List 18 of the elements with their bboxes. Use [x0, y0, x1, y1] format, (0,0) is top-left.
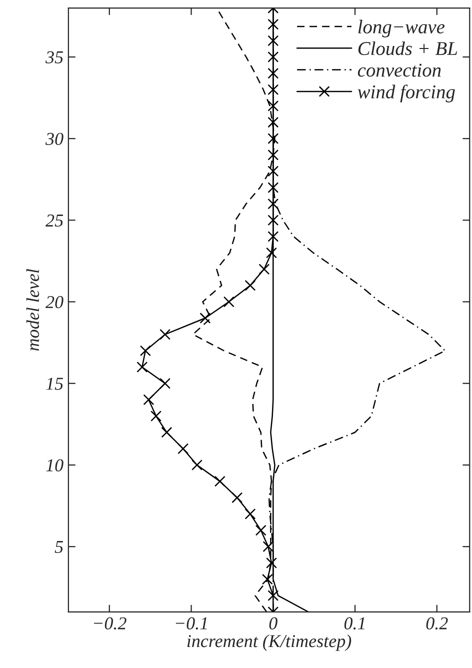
y-tick-label: 25 [46, 214, 64, 227]
x-tick-label: 0.1 [344, 617, 364, 630]
x-tick-label: −0.1 [176, 617, 207, 630]
y-tick-label: 35 [46, 51, 64, 64]
x-axis-title: increment (K/timestep) [187, 634, 352, 651]
x-tick-label: 0 [269, 617, 278, 630]
y-tick-label: 5 [54, 541, 64, 554]
x-tick-label: 0.2 [426, 617, 448, 630]
legend-label: long−wave [358, 20, 445, 38]
legend-label: wind forcing [358, 84, 455, 102]
x-tick-label: −0.2 [94, 617, 126, 630]
y-tick-label: 10 [46, 459, 64, 472]
legend-label: Clouds + BL [358, 41, 458, 56]
legend-label: convection [358, 64, 441, 77]
y-tick-label: 15 [46, 378, 64, 390]
y-tick-label: 30 [46, 132, 64, 146]
y-tick-label: 20 [46, 296, 64, 308]
y-axis-title: model level [26, 268, 40, 351]
